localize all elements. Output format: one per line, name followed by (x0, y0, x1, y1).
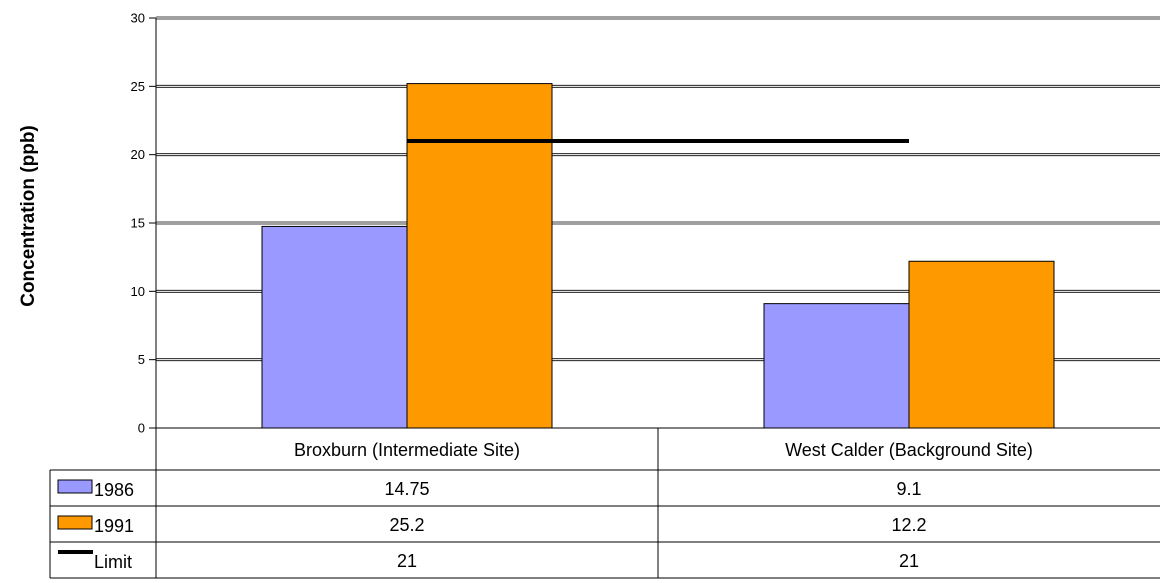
data-label: 21 (899, 551, 919, 571)
axes: 0 5 10 15 20 25 30 (131, 11, 157, 436)
y-axis-label: Concentration (ppb) (18, 125, 39, 307)
data-label: 9.1 (896, 479, 921, 499)
y-tick-label: 25 (131, 79, 145, 94)
y-tick-label: 10 (131, 284, 145, 299)
bar-1986 (763, 303, 910, 429)
legend-label: 1986 (94, 480, 134, 500)
bars (261, 83, 1055, 429)
legend-key-1991 (57, 515, 93, 530)
bar-1991 (908, 260, 1055, 429)
y-tick-label: 20 (131, 147, 145, 162)
y-tick-label: 0 (138, 421, 145, 436)
x-category-label: West Calder (Background Site) (785, 440, 1033, 460)
data-label: 14.75 (384, 479, 429, 499)
data-label: 25.2 (389, 515, 424, 535)
data-label: 21 (397, 551, 417, 571)
y-tick-label: 30 (131, 11, 145, 26)
bar-1986 (261, 225, 408, 429)
legend-label: Limit (94, 552, 132, 572)
data-label: 12.2 (891, 515, 926, 535)
y-tick-label: 15 (131, 216, 145, 231)
y-tick-label: 5 (138, 352, 145, 367)
x-category-label: Broxburn (Intermediate Site) (294, 440, 520, 460)
data-table: Broxburn (Intermediate Site) West Calder … (49, 427, 1160, 579)
bar-1991 (406, 83, 553, 429)
legend-label: 1991 (94, 516, 134, 536)
legend-key-1986 (57, 479, 93, 494)
